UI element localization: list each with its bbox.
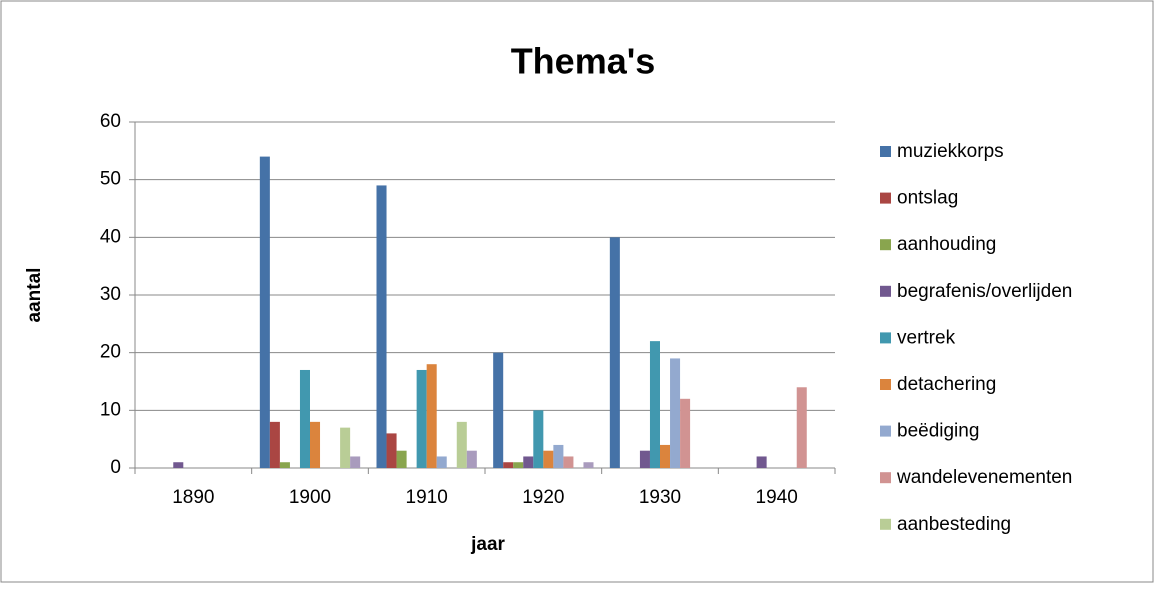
bar: [310, 421, 321, 468]
bar: [670, 358, 681, 468]
bar: [259, 156, 270, 468]
bar: [376, 185, 387, 468]
bar: [426, 364, 437, 468]
y-axis-label: aantal: [24, 268, 45, 323]
legend-label: wandelevenementen: [896, 467, 1072, 488]
bar: [649, 341, 660, 468]
legend-swatch: [880, 379, 891, 390]
x-tick-label: 1900: [289, 487, 331, 508]
x-tick-label: 1910: [406, 487, 448, 508]
bar: [396, 450, 407, 468]
bar: [466, 450, 477, 468]
legend-label: aanbesteding: [897, 514, 1011, 535]
legend-swatch: [880, 332, 891, 344]
x-tick-label: 1890: [172, 487, 214, 508]
y-tick-label: 40: [100, 226, 121, 247]
y-tick-label: 30: [100, 284, 121, 305]
bar: [639, 450, 650, 468]
bar: [416, 369, 427, 468]
bar: [563, 456, 574, 468]
legend-swatch: [880, 146, 891, 157]
bar: [436, 456, 447, 468]
legend-swatch: [880, 192, 891, 204]
bar: [340, 427, 351, 468]
legend-swatch: [880, 285, 891, 297]
bar: [609, 237, 620, 468]
bar: [386, 433, 397, 468]
legend-swatch: [880, 425, 891, 437]
bar: [279, 462, 290, 468]
y-tick-label: 10: [100, 399, 121, 420]
y-tick-label: 0: [110, 457, 121, 478]
bar: [173, 462, 184, 468]
x-tick-label: 1930: [639, 487, 681, 508]
bar: [513, 462, 524, 468]
bar: [796, 387, 807, 468]
bar: [660, 444, 671, 468]
legend-label: detachering: [897, 374, 996, 395]
x-axis-label: jaar: [470, 534, 505, 555]
y-tick-label: 60: [100, 111, 121, 132]
bar: [543, 450, 554, 468]
bar: [503, 462, 514, 468]
legend-swatch: [880, 472, 891, 484]
bar: [756, 456, 767, 468]
bar: [299, 369, 310, 468]
legend-label: aanhouding: [897, 234, 996, 255]
legend-label: begrafenis/overlijden: [897, 281, 1072, 302]
bar: [533, 410, 544, 468]
bar: [350, 456, 361, 468]
bar: [553, 444, 564, 468]
y-tick-label: 50: [100, 169, 121, 190]
bar: [680, 398, 691, 468]
legend-swatch: [880, 518, 891, 530]
chart-title: Thema's: [511, 41, 656, 82]
legend-label: ontslag: [897, 188, 958, 209]
bar: [583, 462, 594, 468]
bar: [523, 456, 534, 468]
bar: [269, 421, 280, 468]
y-tick-label: 20: [100, 342, 121, 363]
bar: [493, 352, 504, 468]
legend-label: vertrek: [897, 327, 956, 348]
x-tick-label: 1940: [756, 487, 798, 508]
legend-swatch: [880, 239, 891, 251]
legend-label: beëdiging: [897, 421, 979, 442]
legend-label: muziekkorps: [897, 141, 1004, 162]
bar: [456, 421, 467, 468]
x-tick-label: 1920: [522, 487, 564, 508]
